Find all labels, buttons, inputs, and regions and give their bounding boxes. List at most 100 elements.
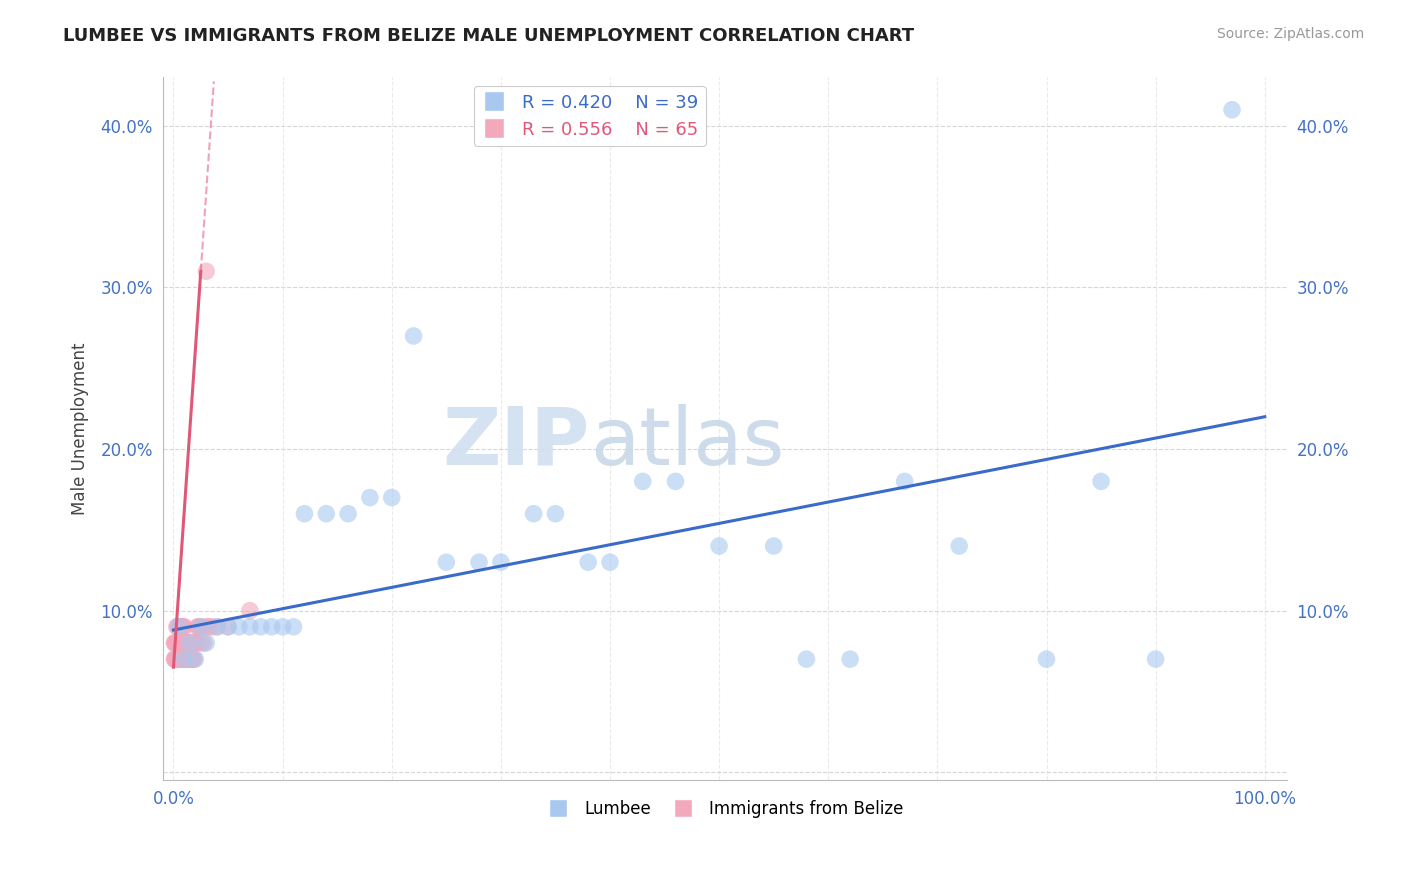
Point	[181, 652, 204, 666]
Point	[165, 636, 187, 650]
Point	[195, 620, 218, 634]
Point	[172, 652, 194, 666]
Point	[173, 620, 195, 634]
Point	[188, 620, 211, 634]
Point	[402, 329, 425, 343]
Point	[176, 636, 198, 650]
Point	[197, 620, 219, 634]
Point	[337, 507, 360, 521]
Point	[181, 636, 204, 650]
Point	[195, 264, 218, 278]
Point	[166, 652, 188, 666]
Point	[468, 555, 491, 569]
Point	[271, 620, 294, 634]
Point	[165, 652, 187, 666]
Point	[172, 620, 194, 634]
Point	[762, 539, 785, 553]
Point	[839, 652, 862, 666]
Point	[434, 555, 457, 569]
Point	[249, 620, 271, 634]
Point	[190, 620, 212, 634]
Point	[707, 539, 730, 553]
Point	[165, 652, 187, 666]
Point	[523, 507, 546, 521]
Text: atlas: atlas	[589, 404, 785, 482]
Point	[948, 539, 970, 553]
Point	[239, 604, 262, 618]
Point	[177, 652, 200, 666]
Legend: Lumbee, Immigrants from Belize: Lumbee, Immigrants from Belize	[538, 793, 910, 825]
Point	[176, 652, 198, 666]
Text: LUMBEE VS IMMIGRANTS FROM BELIZE MALE UNEMPLOYMENT CORRELATION CHART: LUMBEE VS IMMIGRANTS FROM BELIZE MALE UN…	[63, 27, 914, 45]
Point	[163, 636, 186, 650]
Point	[179, 652, 201, 666]
Point	[169, 652, 191, 666]
Point	[173, 652, 195, 666]
Point	[167, 636, 190, 650]
Point	[176, 652, 198, 666]
Y-axis label: Male Unemployment: Male Unemployment	[72, 343, 89, 515]
Point	[1220, 103, 1243, 117]
Point	[184, 652, 207, 666]
Point	[294, 507, 316, 521]
Point	[170, 652, 193, 666]
Point	[177, 636, 200, 650]
Point	[184, 636, 207, 650]
Point	[181, 636, 204, 650]
Point	[170, 636, 193, 650]
Point	[183, 652, 205, 666]
Point	[179, 636, 201, 650]
Point	[180, 652, 202, 666]
Point	[205, 620, 228, 634]
Point	[631, 475, 654, 489]
Point	[172, 636, 194, 650]
Point	[173, 636, 195, 650]
Point	[1090, 475, 1112, 489]
Point	[1035, 652, 1057, 666]
Point	[170, 620, 193, 634]
Point	[167, 620, 190, 634]
Point	[1144, 652, 1167, 666]
Point	[163, 652, 186, 666]
Point	[186, 636, 208, 650]
Point	[187, 620, 209, 634]
Point	[172, 652, 194, 666]
Point	[165, 636, 187, 650]
Point	[176, 636, 198, 650]
Point	[169, 636, 191, 650]
Point	[181, 652, 204, 666]
Point	[193, 636, 215, 650]
Point	[239, 620, 262, 634]
Point	[179, 636, 201, 650]
Point	[576, 555, 599, 569]
Point	[166, 636, 188, 650]
Point	[172, 620, 194, 634]
Point	[166, 652, 188, 666]
Point	[180, 636, 202, 650]
Point	[186, 620, 208, 634]
Point	[174, 636, 197, 650]
Point	[169, 620, 191, 634]
Point	[599, 555, 621, 569]
Point	[166, 620, 188, 634]
Point	[359, 491, 381, 505]
Point	[163, 636, 186, 650]
Point	[174, 652, 197, 666]
Point	[166, 636, 188, 650]
Text: Source: ZipAtlas.com: Source: ZipAtlas.com	[1216, 27, 1364, 41]
Point	[893, 475, 915, 489]
Point	[173, 652, 195, 666]
Point	[201, 620, 224, 634]
Point	[190, 620, 212, 634]
Point	[796, 652, 818, 666]
Point	[166, 652, 188, 666]
Point	[260, 620, 283, 634]
Point	[217, 620, 239, 634]
Point	[163, 652, 186, 666]
Text: ZIP: ZIP	[443, 404, 589, 482]
Point	[544, 507, 567, 521]
Point	[191, 636, 214, 650]
Point	[283, 620, 305, 634]
Point	[381, 491, 404, 505]
Point	[664, 475, 686, 489]
